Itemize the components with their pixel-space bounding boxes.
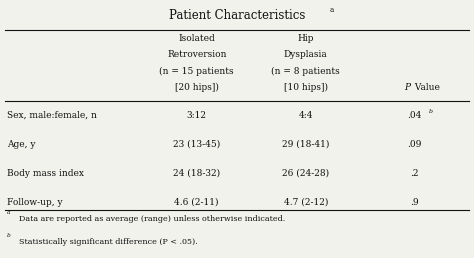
Text: 4:4: 4:4 [299,111,313,120]
Text: Hip: Hip [298,34,314,43]
Text: 4.6 (2-11): 4.6 (2-11) [174,198,219,207]
Text: [20 hips]): [20 hips]) [175,83,219,92]
Text: .04: .04 [408,111,422,120]
Text: Body mass index: Body mass index [7,169,84,178]
Text: a: a [7,210,10,215]
Text: .09: .09 [408,140,422,149]
Text: Statistically significant difference (P < .05).: Statistically significant difference (P … [19,238,198,246]
Text: 4.7 (2-12): 4.7 (2-12) [283,198,328,207]
Text: 3:12: 3:12 [187,111,207,120]
Text: Retroversion: Retroversion [167,50,227,59]
Text: .9: .9 [410,198,419,207]
Text: .2: .2 [410,169,419,178]
Text: b: b [7,233,11,238]
Text: Patient Characteristics: Patient Characteristics [169,9,305,22]
Text: (n = 15 patients: (n = 15 patients [159,67,234,76]
Text: 23 (13-45): 23 (13-45) [173,140,220,149]
Text: b: b [429,109,433,114]
Text: Value: Value [412,83,440,92]
Text: Age, y: Age, y [7,140,36,149]
Text: 24 (18-32): 24 (18-32) [173,169,220,178]
Text: Data are reported as average (range) unless otherwise indicated.: Data are reported as average (range) unl… [19,215,285,223]
Text: Sex, male:female, n: Sex, male:female, n [7,111,97,120]
Text: 26 (24-28): 26 (24-28) [282,169,329,178]
Text: a: a [329,6,334,14]
Text: Follow-up, y: Follow-up, y [7,198,63,207]
Text: Isolated: Isolated [178,34,215,43]
Text: Dysplasia: Dysplasia [284,50,328,59]
Text: [10 hips]): [10 hips]) [284,83,328,92]
Text: P: P [404,83,410,92]
Text: (n = 8 patients: (n = 8 patients [271,67,340,76]
Text: 29 (18-41): 29 (18-41) [282,140,329,149]
